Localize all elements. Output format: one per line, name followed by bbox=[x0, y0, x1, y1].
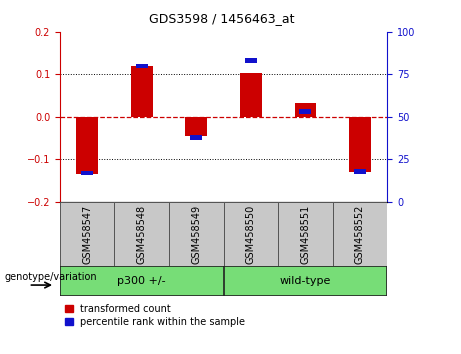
Text: GSM458552: GSM458552 bbox=[355, 205, 365, 264]
Bar bbox=[60, 266, 224, 296]
Text: genotype/variation: genotype/variation bbox=[5, 272, 97, 282]
Bar bbox=[185, 117, 207, 136]
Bar bbox=[224, 266, 387, 296]
Bar bbox=[190, 135, 202, 139]
Bar bbox=[169, 202, 224, 266]
Bar bbox=[299, 109, 312, 114]
Bar bbox=[76, 117, 98, 174]
Legend: transformed count, percentile rank within the sample: transformed count, percentile rank withi… bbox=[65, 304, 245, 327]
Text: GSM458548: GSM458548 bbox=[137, 205, 147, 264]
Text: p300 +/-: p300 +/- bbox=[118, 275, 166, 286]
Text: GSM458549: GSM458549 bbox=[191, 205, 201, 264]
Text: wild-type: wild-type bbox=[280, 275, 331, 286]
Bar bbox=[245, 58, 257, 63]
Bar bbox=[333, 202, 387, 266]
Bar bbox=[349, 117, 371, 172]
Bar bbox=[60, 202, 114, 266]
Bar bbox=[136, 63, 148, 68]
Bar bbox=[278, 202, 333, 266]
Bar bbox=[131, 66, 153, 117]
Text: GSM458550: GSM458550 bbox=[246, 205, 256, 264]
Bar bbox=[295, 103, 316, 117]
Bar bbox=[354, 169, 366, 173]
Text: GSM458547: GSM458547 bbox=[82, 205, 92, 264]
Bar bbox=[240, 73, 262, 117]
Bar bbox=[114, 202, 169, 266]
Text: GSM458551: GSM458551 bbox=[301, 205, 310, 264]
Bar bbox=[81, 171, 93, 175]
Bar bbox=[224, 202, 278, 266]
Text: GDS3598 / 1456463_at: GDS3598 / 1456463_at bbox=[148, 12, 294, 25]
